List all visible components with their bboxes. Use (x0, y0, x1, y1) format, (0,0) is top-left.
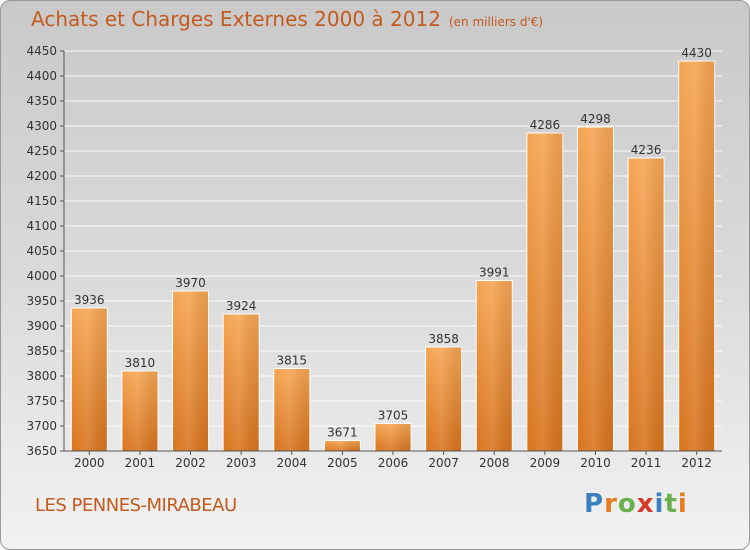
y-tick-label: 4450 (26, 44, 57, 58)
y-tick-label: 3750 (26, 394, 57, 408)
bar-shine (476, 280, 513, 451)
logo-letter: r (604, 489, 618, 519)
bar-shine (121, 371, 158, 451)
y-tick-label: 3800 (26, 369, 57, 383)
x-tick-label: 2003 (226, 456, 257, 470)
chart-title: Achats et Charges Externes 2000 à 2012 (e… (31, 7, 543, 31)
y-tick-label: 3650 (26, 444, 57, 458)
y-tick-label: 4300 (26, 119, 57, 133)
y-tick-label: 4400 (26, 69, 57, 83)
bar-value-label: 3991 (479, 266, 510, 280)
x-tick-label: 2010 (580, 456, 611, 470)
proxiti-logo: Proxiti (584, 489, 688, 519)
bar-shine (678, 61, 715, 451)
y-tick-label: 4050 (26, 244, 57, 258)
bar-shine (425, 347, 462, 451)
y-tick-label: 4000 (26, 269, 57, 283)
bar-shine (273, 368, 310, 451)
logo-letter: i (677, 489, 688, 519)
bar-value-label: 3810 (125, 356, 156, 370)
x-tick-label: 2002 (175, 456, 206, 470)
bar-chart: 3650 3700 3750 3800 3850 3900 3950 4000 4050 4100… (26, 44, 722, 470)
y-tick-label: 3950 (26, 294, 57, 308)
bar-shine (628, 158, 665, 451)
x-tick-label: 2008 (479, 456, 510, 470)
x-tick-label: 2005 (327, 456, 358, 470)
bar-shine (526, 133, 563, 451)
bar-shine (172, 291, 209, 451)
x-axis: 2000 2001 2002 2003 2004 2005 2006 2007 2008 2009… (64, 450, 722, 470)
title-text: Achats et Charges Externes 2000 à 2012 (31, 7, 441, 31)
bar-value-label: 3858 (428, 332, 459, 346)
bar-shine (71, 308, 108, 451)
y-tick-label: 4200 (26, 169, 57, 183)
bar-value-label: 3970 (175, 276, 206, 290)
y-tick-label: 4350 (26, 94, 57, 108)
bar-value-label: 4430 (681, 46, 712, 60)
y-tick-label: 3700 (26, 419, 57, 433)
y-tick-label: 3850 (26, 344, 57, 358)
bar-shine (324, 440, 361, 451)
y-tick-label: 3900 (26, 319, 57, 333)
x-tick-label: 2001 (125, 456, 156, 470)
chart-subtitle: (en milliers d'€) (448, 15, 544, 29)
grid-lines (64, 50, 722, 452)
bar-value-label: 3936 (74, 293, 105, 307)
bar-value-label: 3705 (378, 409, 409, 423)
x-tick-label: 2006 (378, 456, 409, 470)
logo-letter: x (636, 489, 655, 519)
logo-letter: P (584, 489, 605, 519)
logo-letter: t (664, 489, 678, 519)
bar-value-label: 3924 (226, 299, 257, 313)
x-tick-label: 2009 (530, 456, 561, 470)
y-tick-label: 4150 (26, 194, 57, 208)
bar-value-label: 4236 (631, 143, 662, 157)
bar-value-label: 3671 (327, 426, 358, 440)
bar-shine (223, 314, 260, 451)
commune-name: LES PENNES-MIRABEAU (35, 495, 237, 516)
y-tick-label: 4100 (26, 219, 57, 233)
bars: 3936 3810 3970 3924 3815 3671 3705 3858 3991 4286… (70, 46, 716, 452)
bar-shine (577, 127, 614, 451)
bar-value-label: 4298 (580, 112, 611, 126)
logo-letter: o (617, 489, 637, 519)
x-tick-label: 2012 (681, 456, 712, 470)
x-tick-label: 2000 (74, 456, 105, 470)
x-tick-label: 2004 (276, 456, 307, 470)
bar-shine (375, 423, 411, 451)
y-axis: 3650 3700 3750 3800 3850 3900 3950 4000 4050 4100… (26, 44, 65, 458)
bar-value-label: 4286 (530, 118, 561, 132)
y-tick-label: 4250 (26, 144, 57, 158)
bar-value-label: 3815 (276, 354, 307, 368)
x-tick-label: 2007 (428, 456, 459, 470)
x-tick-label: 2011 (631, 456, 662, 470)
logo-letter: i (654, 489, 665, 519)
